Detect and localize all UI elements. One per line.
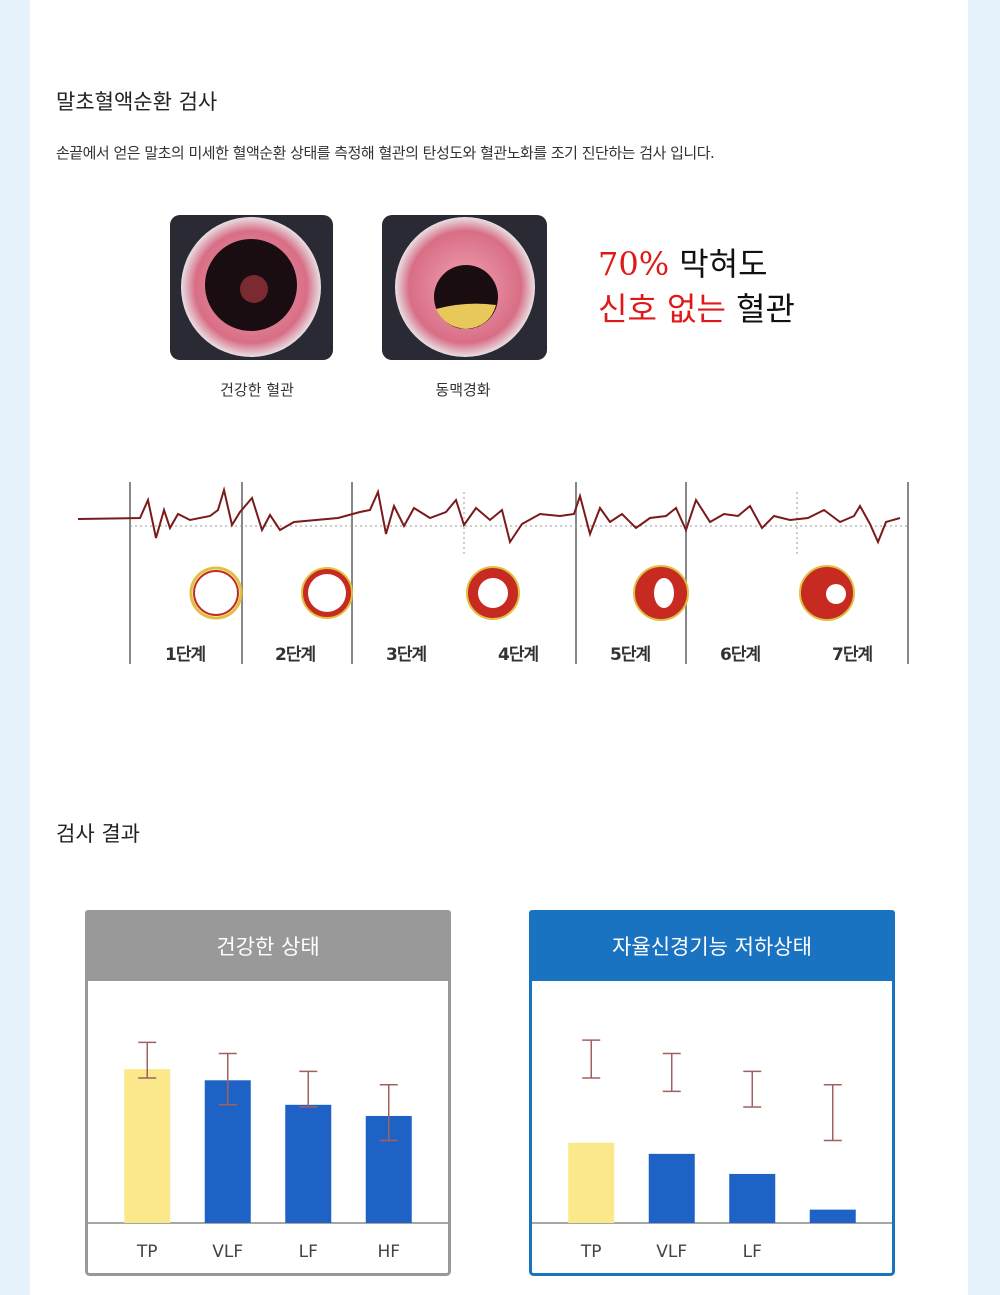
headline-line: 신호 없는 혈관 — [598, 287, 795, 332]
card-header — [85, 910, 451, 981]
vessel-images — [170, 215, 547, 360]
range-bar — [662, 1052, 681, 1093]
headline-segment: 막혀도 — [669, 245, 768, 283]
bar — [729, 1173, 776, 1223]
image-caption: 동맥경화 — [435, 381, 491, 399]
bar — [568, 1142, 615, 1223]
page: 말초혈액순환 검사 손끝에서 얻은 말초의 미세한 혈액순환 상태를 측정해 혈… — [30, 0, 968, 1295]
section-title: 검사 결과 — [56, 822, 140, 846]
x-tick-label: TP — [580, 1242, 602, 1262]
range-bar — [582, 1039, 601, 1079]
chart-card: 건강한 상태 TP VLF LF HF — [85, 910, 451, 1276]
image-caption: 건강한 혈관 — [220, 381, 294, 399]
pulse-wave — [77, 486, 901, 545]
headline-line: 70% 막혀도 — [598, 242, 795, 287]
lumen-inner — [240, 275, 268, 303]
range-bar — [823, 1083, 842, 1142]
description: 손끝에서 얻은 말초의 미세한 혈액순환 상태를 측정해 혈관의 탄성도와 혈관… — [56, 144, 715, 162]
range-bar — [218, 1052, 237, 1106]
stage-label: 5단계 — [610, 645, 651, 665]
x-tick-label: TP — [136, 1242, 158, 1262]
section-title: 말초혈액순환 검사 — [56, 90, 218, 114]
card-title: 건강한 상태 — [216, 935, 319, 959]
range-bar — [743, 1070, 762, 1108]
stage-diagram — [77, 482, 909, 664]
x-tick-label: VLF — [656, 1242, 687, 1262]
card-title: 자율신경기능 저하상태 — [612, 935, 812, 959]
bar — [285, 1104, 332, 1223]
stage-label: 7단계 — [832, 645, 873, 665]
headline-segment: 70% — [598, 245, 670, 283]
x-tick-label: LF — [299, 1242, 318, 1262]
headline: 70% 막혀도 신호 없는 혈관 — [598, 242, 795, 332]
range-bar — [379, 1083, 398, 1142]
stage-label: 1단계 — [165, 645, 206, 665]
x-tick-label: HF — [377, 1242, 400, 1262]
bar — [809, 1209, 856, 1223]
headline-segment: 혈관 — [725, 290, 795, 328]
plaque — [436, 303, 496, 329]
bar — [124, 1069, 171, 1223]
stage-label: 2단계 — [275, 645, 316, 665]
bar — [648, 1153, 695, 1223]
x-tick-label: VLF — [212, 1242, 243, 1262]
card-header — [529, 910, 895, 981]
stage-label: 4단계 — [498, 645, 539, 665]
chart-card: 자율신경기능 저하상태 TP VLF LF — [529, 910, 895, 1276]
headline-segment: 신호 없는 — [598, 290, 726, 328]
stage-label: 3단계 — [386, 645, 427, 665]
range-bar — [299, 1070, 318, 1108]
x-tick-label: LF — [743, 1242, 762, 1262]
range-bar — [138, 1041, 157, 1079]
stage-label: 6단계 — [720, 645, 761, 665]
